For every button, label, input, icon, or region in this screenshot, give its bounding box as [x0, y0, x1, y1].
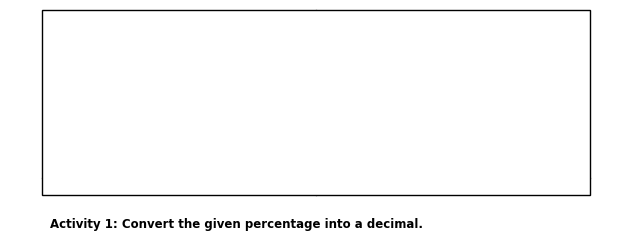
Text: 1.  80%: 1. 80%: [61, 164, 101, 175]
Text: Activity 1: Convert the given percentage into a decimal.: Activity 1: Convert the given percentage…: [50, 218, 423, 231]
Text: 3.  0.05%: 3. 0.05%: [61, 131, 111, 141]
Text: 7.  7.3%: 7. 7.3%: [61, 64, 104, 74]
Text: Decimal: Decimal: [428, 182, 478, 192]
Text: 8.  33.4%: 8. 33.4%: [61, 47, 111, 57]
Text: Percentage: Percentage: [143, 182, 214, 192]
Text: 5.  33.33%: 5. 33.33%: [61, 97, 118, 107]
Text: 6.  45%: 6. 45%: [61, 81, 101, 91]
Text: 10. 666.66%: 10. 666.66%: [61, 14, 127, 23]
Text: 4.  25.5%: 4. 25.5%: [61, 114, 111, 124]
Text: 2.  .53%: 2. .53%: [61, 148, 104, 158]
Text: 9.  .00067%: 9. .00067%: [61, 30, 124, 40]
